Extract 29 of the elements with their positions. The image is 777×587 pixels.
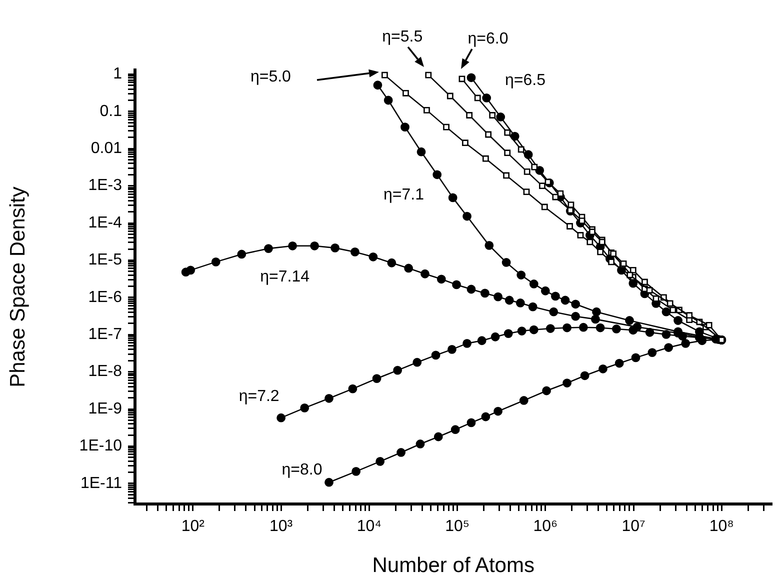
y-tick-label: 1E-6 [88,288,122,306]
x-tick-label: 10⁸ [709,518,734,536]
y-tick-label: 1E-3 [88,177,122,194]
series-label: η=7.14 [260,268,310,286]
y-tick-label: 1E-11 [80,474,122,492]
y-tick-label: 1E-4 [88,214,122,232]
series-label: η=5.5 [382,28,423,46]
series-label: η=6.0 [468,30,508,48]
series-label: η=6.5 [505,72,546,90]
y-tick-label: 1 [113,66,122,83]
series-label: η=7.1 [383,186,424,204]
x-tick-label: 10³ [269,518,294,536]
series-label: η=7.2 [238,388,280,406]
x-tick-label: 10⁷ [622,518,646,536]
y-tick-label: 0.01 [90,140,122,158]
x-tick-label: 10⁴ [356,518,382,536]
y-tick-label: 0.1 [100,102,122,120]
y-tick-label: 1E-10 [79,438,122,455]
y-tick-label: 1E-5 [88,252,122,269]
x-tick-label: 10² [181,518,206,536]
x-tick-label: 10⁵ [445,518,470,536]
legend-label: η=5.0 [250,68,292,86]
series-label: η=8.0 [282,462,322,479]
y-tick-label: 1E-9 [88,400,122,418]
x-axis-title: Number of Atoms [372,554,534,578]
y-tick-label: 1E-7 [88,326,122,344]
y-axis-title: Phase Space Density [6,186,30,388]
y-tick-label: 1E-8 [88,363,122,380]
x-tick-label: 10⁶ [533,518,558,536]
